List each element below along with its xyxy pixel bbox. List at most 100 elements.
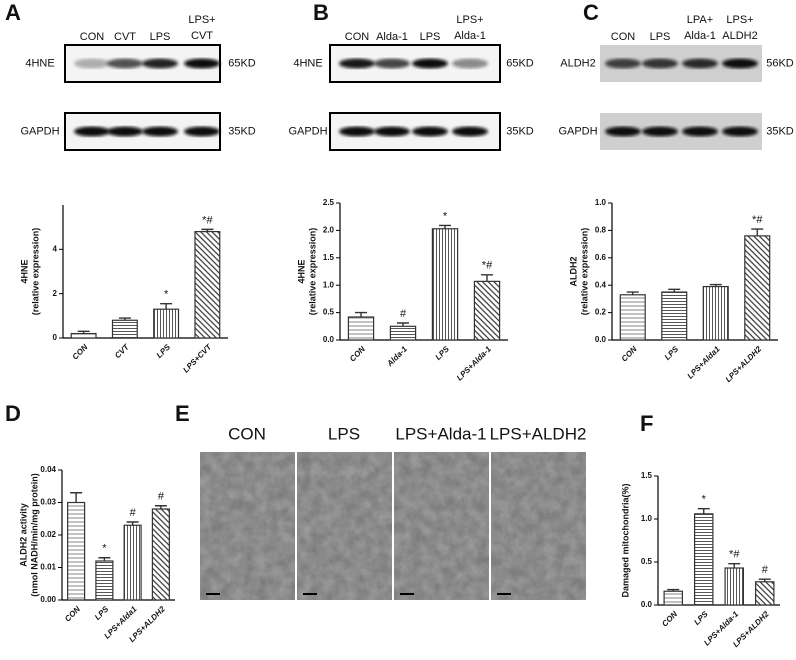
error-bar bbox=[77, 330, 90, 334]
x-tick-label: LPS bbox=[155, 342, 173, 360]
bar bbox=[702, 285, 729, 341]
lane-label: CON bbox=[611, 31, 636, 43]
lane-label: LPS+ bbox=[726, 14, 753, 26]
x-tick-label: LPS+Alda1 bbox=[686, 344, 722, 380]
annotation: # bbox=[130, 507, 137, 519]
protein-label: GAPDH bbox=[20, 125, 59, 137]
x-tick-label: CON bbox=[63, 604, 82, 623]
y-tick-label: 0.0 bbox=[595, 335, 607, 344]
blot-band bbox=[642, 126, 678, 137]
blot-band bbox=[74, 126, 110, 137]
error-bar bbox=[667, 588, 680, 592]
y-tick-label: 0.03 bbox=[40, 498, 56, 507]
x-tick-label: LPS bbox=[692, 609, 710, 627]
bar bbox=[693, 513, 714, 606]
bar bbox=[111, 319, 138, 339]
blot-band bbox=[184, 126, 220, 137]
blot-band bbox=[142, 126, 178, 137]
y-axis-label: (relative expression) bbox=[579, 228, 589, 316]
protein-label: 4HNE bbox=[25, 57, 54, 69]
blot-band bbox=[642, 58, 678, 69]
y-axis-label: 4HNE bbox=[296, 259, 306, 283]
error-bar bbox=[154, 505, 167, 509]
protein-label: GAPDH bbox=[558, 125, 597, 137]
annotation: *# bbox=[482, 260, 493, 272]
bar bbox=[123, 524, 142, 601]
lane-label: CVT bbox=[191, 30, 213, 42]
size-label: 65KD bbox=[228, 57, 256, 69]
bar bbox=[153, 308, 180, 339]
y-tick-label: 0.2 bbox=[595, 308, 607, 317]
x-tick-label: CON bbox=[348, 344, 367, 363]
y-axis-label: ALDH2 bbox=[568, 256, 578, 286]
y-tick-label: 1.5 bbox=[641, 471, 653, 480]
y-tick-label: 1.0 bbox=[641, 514, 653, 523]
y-tick-label: 0.04 bbox=[40, 465, 56, 474]
panel-letter: F bbox=[640, 411, 653, 436]
x-tick-label: LPS+CVT bbox=[181, 342, 214, 375]
bar bbox=[151, 508, 170, 601]
blot-band bbox=[452, 58, 488, 69]
em-texture bbox=[297, 452, 392, 600]
protein-label: ALDH2 bbox=[560, 57, 595, 69]
blot-band bbox=[412, 58, 448, 69]
lane-label: Alda-1 bbox=[684, 30, 716, 42]
panel-letter: A bbox=[5, 0, 21, 25]
bar bbox=[70, 332, 97, 339]
annotation: # bbox=[400, 308, 407, 320]
x-tick-label: CON bbox=[620, 344, 639, 363]
lane-label: LPS+ bbox=[188, 14, 215, 26]
y-tick-label: 0.02 bbox=[40, 530, 56, 539]
x-tick-label: LPS bbox=[663, 344, 681, 362]
blot-band bbox=[605, 126, 641, 137]
em-texture bbox=[200, 452, 295, 600]
y-tick-label: 4 bbox=[53, 244, 58, 253]
error-bar bbox=[481, 274, 493, 282]
blot-band bbox=[682, 126, 718, 137]
em-texture bbox=[394, 452, 489, 600]
x-tick-label: CON bbox=[71, 342, 90, 361]
blot-band bbox=[339, 58, 375, 69]
blot-band bbox=[107, 58, 143, 69]
y-axis-label: ALDH2 activity bbox=[18, 503, 28, 567]
blot-band bbox=[374, 58, 410, 69]
bar bbox=[67, 501, 86, 601]
error-bar bbox=[439, 224, 451, 229]
size-label: 35KD bbox=[766, 125, 794, 137]
size-label: 56KD bbox=[766, 57, 794, 69]
em-label: LPS+Alda-1 bbox=[395, 424, 486, 443]
lane-label: CVT bbox=[114, 31, 136, 43]
em-label: LPS+ALDH2 bbox=[490, 424, 587, 443]
panel-letter: D bbox=[5, 401, 21, 426]
bar bbox=[663, 590, 683, 606]
lane-label: LPS+ bbox=[456, 14, 483, 26]
size-label: 35KD bbox=[228, 125, 256, 137]
blot-band bbox=[107, 126, 143, 137]
y-tick-label: 0.0 bbox=[641, 600, 653, 609]
y-axis-label: (nmol NADH/min/mg protein) bbox=[29, 473, 39, 597]
blot-band bbox=[374, 126, 410, 137]
error-bar bbox=[397, 322, 409, 327]
lane-label: LPA+ bbox=[687, 14, 713, 26]
y-tick-label: 1.5 bbox=[323, 253, 335, 262]
y-tick-label: 2.5 bbox=[323, 198, 335, 207]
blot-band bbox=[722, 58, 758, 69]
error-bar bbox=[751, 228, 764, 236]
blot-band bbox=[452, 126, 488, 137]
error-bar bbox=[668, 288, 681, 293]
blot-band bbox=[605, 58, 641, 69]
error-bar bbox=[728, 563, 741, 569]
bar bbox=[473, 280, 501, 341]
x-tick-label: CON bbox=[660, 609, 679, 628]
bar bbox=[661, 291, 688, 341]
error-bar bbox=[758, 578, 771, 582]
annotation: * bbox=[443, 210, 448, 222]
protein-label: 4HNE bbox=[293, 57, 322, 69]
em-label: LPS bbox=[328, 424, 360, 443]
y-tick-label: 0.01 bbox=[40, 563, 56, 572]
error-bar bbox=[697, 507, 710, 514]
lane-label: Alda-1 bbox=[454, 30, 486, 42]
error-bar bbox=[160, 302, 173, 310]
y-tick-label: 2.0 bbox=[323, 226, 335, 235]
annotation: *# bbox=[202, 214, 213, 226]
